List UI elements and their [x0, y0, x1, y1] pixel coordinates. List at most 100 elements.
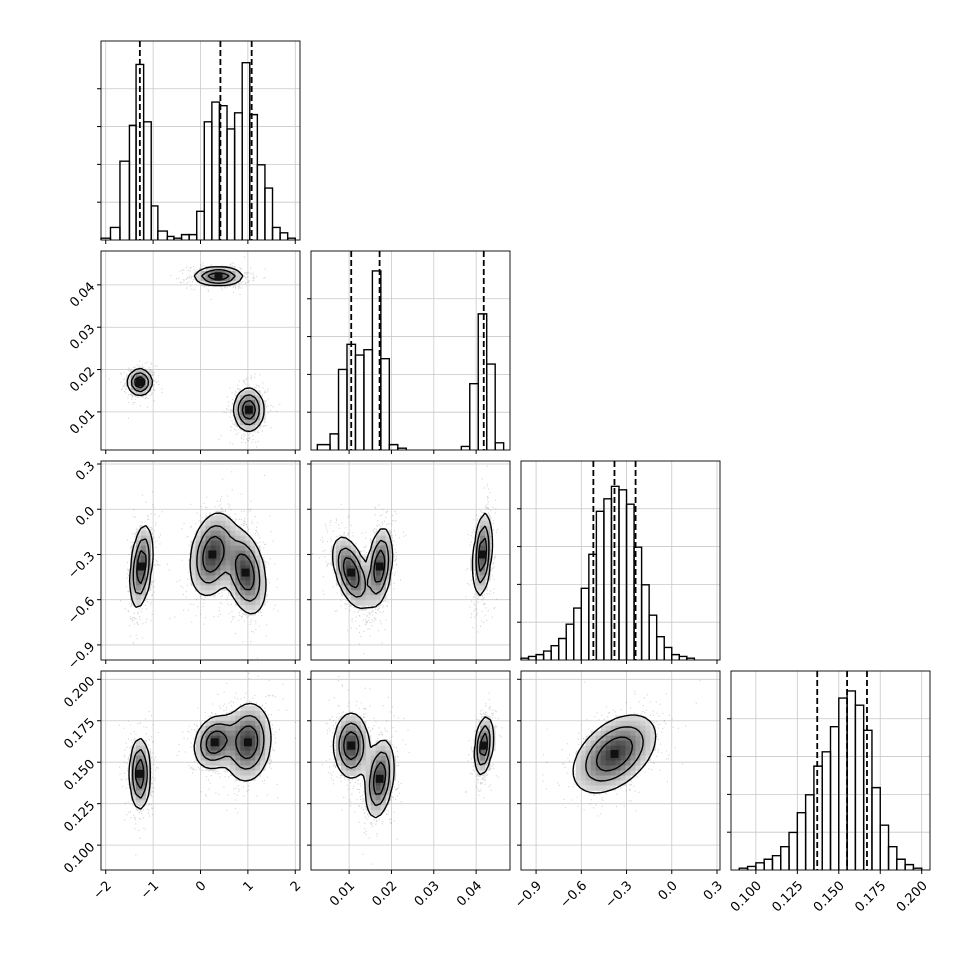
density-cell	[595, 735, 602, 742]
density-cell	[375, 790, 382, 796]
density-cell	[340, 720, 347, 727]
density-cell	[480, 535, 486, 542]
density-cell	[600, 785, 606, 791]
density-cell	[245, 720, 251, 727]
density-cell	[625, 720, 631, 727]
density-cell	[245, 605, 251, 611]
density-cell	[605, 760, 611, 766]
density-cell	[235, 535, 241, 542]
density-cell	[360, 725, 367, 732]
density-cell	[380, 765, 387, 771]
density-cell	[135, 580, 142, 586]
density-cell	[235, 565, 241, 571]
density-cell	[245, 730, 251, 737]
density-cell	[355, 730, 362, 737]
density-cell	[330, 555, 337, 561]
panel-content	[311, 461, 510, 660]
density-cell	[265, 740, 271, 747]
density-cell	[210, 745, 216, 752]
density-cell	[370, 600, 377, 606]
density-cell	[195, 735, 201, 742]
density-cell	[370, 770, 377, 776]
density-cell	[135, 745, 142, 752]
density-cell	[220, 565, 226, 571]
y-tick-label: 0.3	[73, 459, 98, 484]
density-cell	[645, 755, 651, 761]
density-cell	[225, 730, 231, 737]
contour-line	[343, 731, 488, 795]
density-cell	[225, 740, 231, 747]
hist-bin	[854, 704, 865, 870]
density-cell	[340, 730, 347, 737]
density-cell	[190, 560, 196, 566]
density-cell	[255, 605, 261, 611]
density-cell	[370, 790, 377, 796]
contour-line	[136, 535, 255, 591]
density-cell	[340, 550, 347, 556]
density-cell	[220, 735, 226, 742]
density-cell	[210, 525, 216, 532]
density-cell	[245, 590, 251, 596]
hist-bin	[233, 112, 243, 240]
density-cell	[625, 725, 631, 732]
density-cell	[205, 575, 211, 581]
density-cell	[225, 585, 231, 591]
contour-line	[128, 702, 272, 810]
density-cell	[210, 715, 216, 722]
density-cell	[145, 580, 152, 586]
density-cell	[620, 735, 626, 742]
density-cell	[145, 375, 152, 381]
density-cell	[230, 730, 236, 737]
density-cell	[370, 580, 377, 586]
density-cell	[235, 525, 241, 532]
density-cell	[375, 555, 382, 561]
density-cell	[140, 370, 147, 376]
density-cell	[220, 725, 226, 732]
density-cell	[135, 755, 142, 761]
density-cell	[190, 555, 196, 561]
density-cell	[245, 715, 251, 722]
density-cell	[380, 770, 387, 776]
hist-bin	[557, 637, 567, 660]
density-cell	[625, 715, 631, 722]
density-cell	[335, 540, 342, 546]
density-cell	[475, 570, 481, 576]
density-cell	[605, 755, 611, 761]
density-cell	[195, 580, 201, 586]
hist-bin	[871, 786, 881, 870]
density-cell	[595, 745, 602, 752]
density-cell	[210, 760, 216, 766]
density-cell	[580, 755, 587, 761]
density-cell	[615, 775, 621, 781]
hist-bin	[595, 510, 605, 660]
density-cell	[220, 715, 226, 722]
density-cell	[230, 530, 236, 537]
density-cell	[380, 575, 387, 581]
hist-bin	[460, 445, 471, 450]
density-cell	[240, 740, 246, 747]
contour-line	[585, 726, 644, 782]
density-cell	[215, 560, 221, 566]
density-peak	[243, 738, 252, 747]
density-cell	[245, 390, 251, 396]
density-cell	[615, 715, 621, 722]
density-cell	[140, 570, 147, 576]
density-cell	[200, 730, 206, 737]
density-cell	[360, 600, 367, 606]
density-cell	[385, 765, 392, 771]
density-cell	[195, 560, 201, 566]
density-cell	[255, 725, 261, 732]
density-cell	[260, 715, 266, 722]
density-cell	[385, 540, 392, 546]
density-cell	[215, 585, 221, 591]
density-cell	[235, 545, 241, 551]
density-cell	[245, 595, 251, 601]
panel-frame	[730, 670, 931, 871]
density-cell	[340, 535, 347, 542]
hist-bin	[166, 235, 175, 240]
hist-bin	[912, 867, 923, 870]
density-cell	[380, 590, 387, 596]
density-cell	[205, 720, 211, 727]
hist-bin	[150, 205, 159, 240]
y-tick-label: 0.125	[61, 798, 98, 835]
